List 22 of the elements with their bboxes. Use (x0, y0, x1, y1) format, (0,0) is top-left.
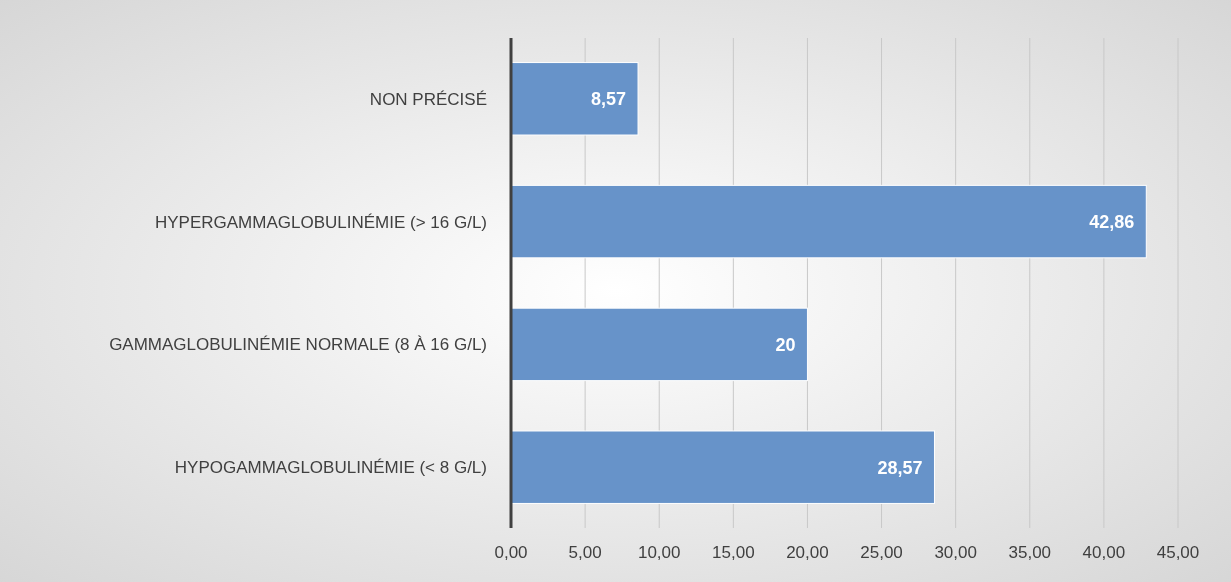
x-tick-label: 0,00 (494, 543, 528, 562)
bar (510, 307, 808, 382)
y-tick-label: HYPOGAMMAGLOBULINÉMIE (< 8 G/L) (174, 458, 487, 478)
x-tick-label: 45,00 (1156, 543, 1200, 562)
x-tick-label: 5,00 (568, 543, 602, 562)
x-tick-label: 15,00 (712, 543, 755, 562)
x-tick-label: 40,00 (1082, 543, 1126, 562)
y-tick-label: HYPERGAMMAGLOBULINÉMIE (> 16 G/L) (154, 212, 487, 232)
data-label: 28,57 (877, 457, 923, 478)
x-tick-label: 30,00 (934, 543, 977, 562)
data-label: 20 (775, 334, 796, 355)
x-tick-label: 10,00 (637, 543, 681, 562)
y-tick-label: GAMMAGLOBULINÉMIE NORMALE (8 À 16 G/L) (109, 335, 487, 355)
bar (510, 430, 935, 504)
bar (510, 62, 639, 136)
data-label: 8,57 (590, 89, 627, 110)
x-tick-label: 35,00 (1008, 543, 1052, 562)
y-tick-label: NON PRÉCISÉ (369, 89, 487, 109)
data-label: 42,86 (1089, 211, 1135, 232)
x-tick-label: 20,00 (786, 543, 829, 562)
x-tick-label: 25,00 (860, 543, 903, 562)
bar (510, 184, 1147, 259)
